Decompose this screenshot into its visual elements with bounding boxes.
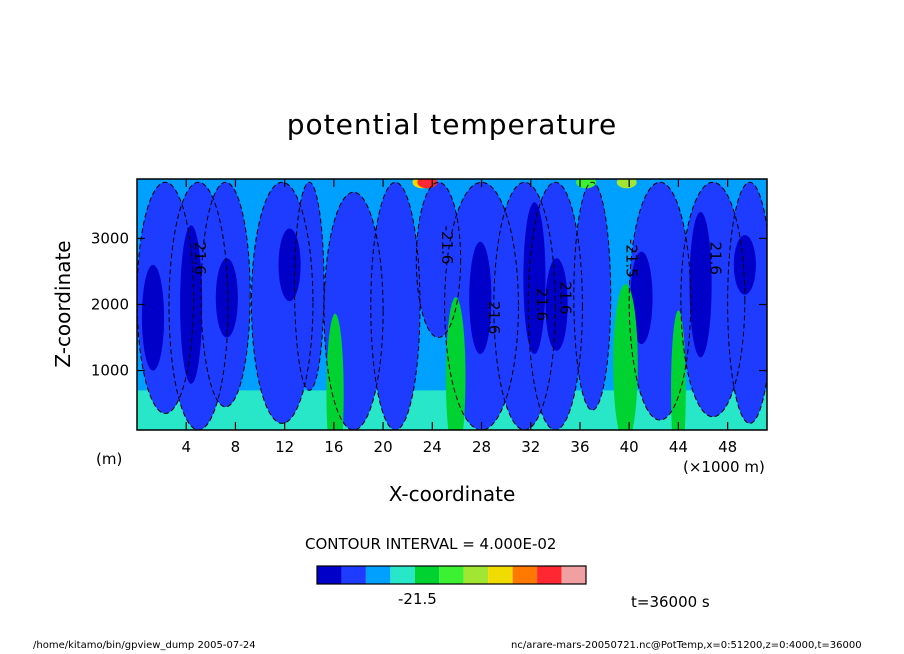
field-column — [294, 182, 325, 391]
colorbar-swatch — [512, 566, 538, 584]
field-core — [545, 258, 568, 351]
y-axis-unit: (m) — [96, 450, 123, 468]
field-core — [469, 241, 492, 355]
field-column — [727, 182, 767, 424]
colorbar-swatch — [317, 566, 342, 584]
field-core — [141, 264, 165, 371]
field-spot — [417, 179, 438, 189]
colorbar-swatch — [365, 566, 391, 584]
field-vent — [326, 313, 344, 430]
field-core — [278, 228, 301, 302]
colorbar-swatch — [488, 566, 513, 584]
x-tick-label: 44 — [669, 438, 688, 456]
field-core — [630, 251, 653, 345]
contour-label: -21.5 — [623, 239, 641, 278]
y-tick-label: 3000 — [91, 229, 129, 247]
contour-label-layer: 21.6 -21.6 21.6 21.6 21.6 -21.5 21.6 — [191, 226, 725, 335]
colorbar-swatch — [414, 566, 440, 584]
x-tick-label: 20 — [374, 438, 393, 456]
field-column — [573, 182, 611, 411]
contour-label: 21.6 — [706, 242, 724, 275]
y-tick-label: 2000 — [91, 296, 129, 314]
contour-line — [137, 181, 195, 414]
colorbar-swatch — [537, 566, 562, 584]
contour-label: 21.6 — [485, 301, 503, 334]
field-vent — [445, 297, 466, 430]
contour-line — [444, 181, 519, 430]
contour-label: 21.6 — [533, 288, 551, 321]
x-tick-label: 16 — [324, 438, 343, 456]
colorbar-swatch — [390, 566, 415, 584]
colorbar-frame — [316, 565, 587, 585]
contour-line — [680, 181, 746, 418]
contour-interval-text: CONTOUR INTERVAL = 4.000E-02 — [305, 535, 557, 553]
field-vent — [671, 310, 686, 430]
contour-line — [628, 181, 692, 421]
colorbar-label: -21.5 — [398, 590, 437, 608]
field-spot — [576, 179, 597, 189]
field-core — [180, 225, 203, 384]
fill-layer — [137, 179, 767, 430]
contour-line — [200, 181, 251, 408]
field-vent — [613, 283, 638, 430]
y-tick-label: 1000 — [91, 362, 129, 380]
x-tick-label: 28 — [472, 438, 491, 456]
field-core — [689, 212, 712, 358]
x-tick-label: 32 — [521, 438, 540, 456]
footer-right: nc/arare-mars-20050721.nc@PotTemp,x=0:51… — [511, 640, 862, 651]
colorbar-swatch — [341, 566, 366, 584]
x-tick-label: 8 — [231, 438, 241, 456]
x-tick-label: 12 — [275, 438, 294, 456]
contour-line — [415, 181, 462, 339]
x-axis-unit: (×1000 m) — [683, 458, 765, 476]
field-spot — [616, 179, 637, 189]
x-tick-label: 48 — [718, 438, 737, 456]
x-tick-label: 40 — [620, 438, 639, 456]
field-column — [370, 182, 421, 430]
field-core — [523, 202, 546, 355]
x-axis-label: X-coordinate — [388, 482, 516, 506]
colorbar — [316, 565, 587, 585]
footer-left: /home/kitamo/bin/gpview_dump 2005-07-24 — [33, 640, 256, 651]
colorbar-swatch — [439, 566, 464, 584]
field-core — [733, 235, 756, 295]
contour-line — [727, 181, 767, 424]
x-tick-label: 36 — [570, 438, 589, 456]
x-tick-label: 24 — [423, 438, 442, 456]
x-tick-label: 4 — [181, 438, 191, 456]
time-label: t=36000 s — [631, 593, 710, 611]
field-core — [215, 258, 238, 338]
contour-label: 21.6 — [191, 242, 209, 275]
contour-label: 21.6 — [556, 281, 574, 314]
contour-line — [250, 181, 314, 424]
chart-title: potential temperature — [286, 108, 618, 141]
contour-line — [573, 181, 612, 411]
colorbar-swatch — [561, 566, 586, 584]
contour-line — [294, 181, 325, 391]
contour-label: -21.6 — [438, 226, 456, 265]
contour-line — [323, 191, 384, 430]
colorbar-swatch — [463, 566, 489, 584]
